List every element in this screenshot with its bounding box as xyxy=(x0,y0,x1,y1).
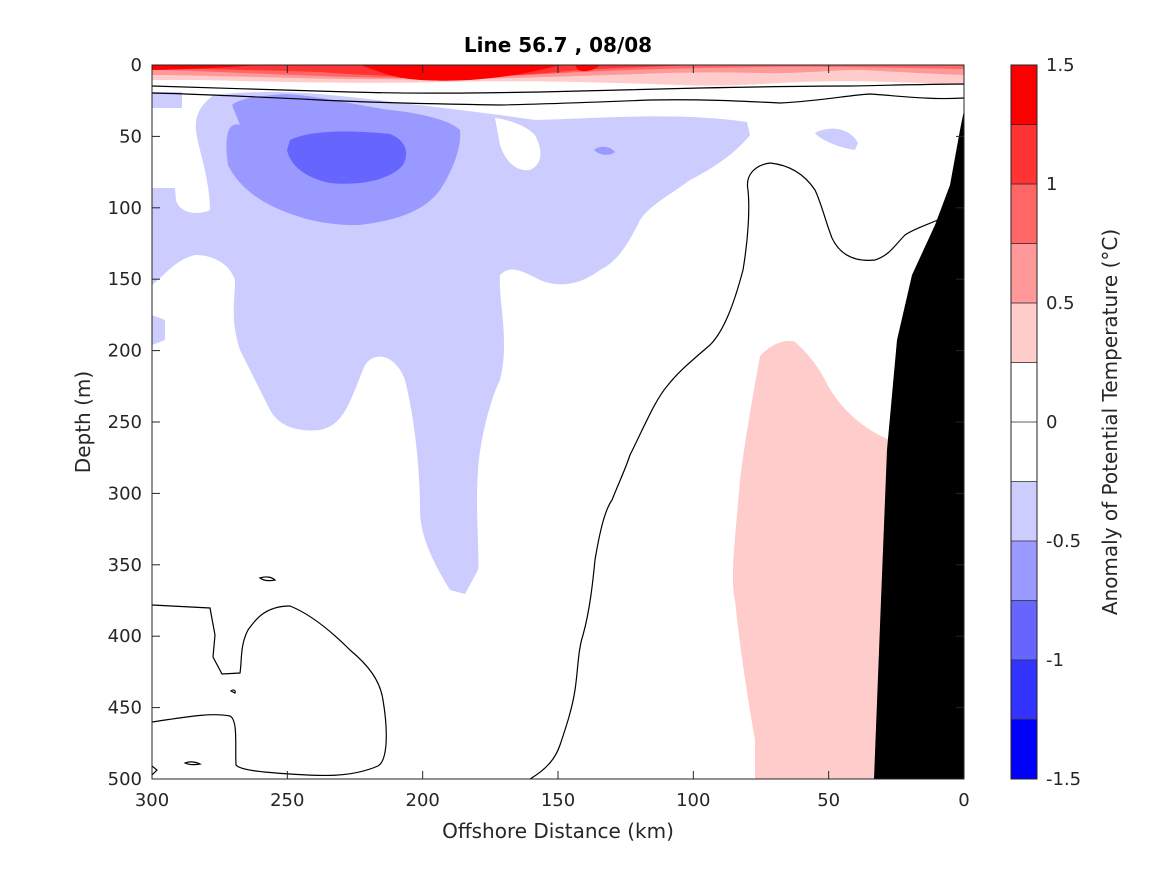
chart-title: Line 56.7 , 08/08 xyxy=(464,33,652,57)
colorbar: 1.5 1 0.5 0 -0.5 -1 -1.5 Anomaly of Pote… xyxy=(1010,55,1122,790)
white-pocket xyxy=(495,118,541,171)
y-tick-label: 150 xyxy=(108,269,142,290)
zero-contour-small-1 xyxy=(258,576,277,582)
y-tick-label: 450 xyxy=(108,698,142,719)
y-tick-label: 50 xyxy=(119,126,142,147)
colorbar-segment xyxy=(1011,362,1037,423)
y-tick-label: 350 xyxy=(108,555,142,576)
zero-contours xyxy=(152,83,964,779)
x-axis: 300 250 200 150 100 50 0 Offshore Distan… xyxy=(135,790,970,843)
colorbar-segment xyxy=(1011,65,1037,125)
surface-warm-1.25 xyxy=(152,65,600,81)
axis-ticks xyxy=(151,64,965,780)
y-tick-label: 250 xyxy=(108,412,142,433)
y-tick-label: 400 xyxy=(108,626,142,647)
colorbar-frame xyxy=(1010,64,1038,780)
zero-contour-surface-upper xyxy=(152,83,964,94)
x-tick-label: 150 xyxy=(541,790,575,811)
x-axis-label: Offshore Distance (km) xyxy=(442,819,674,843)
colorbar-segment xyxy=(1011,541,1037,601)
colorbar-segment xyxy=(1011,481,1037,542)
y-tick-label: 300 xyxy=(108,483,142,504)
colorbar-tick-label: 1.5 xyxy=(1046,55,1075,76)
colorbar-segment xyxy=(1011,719,1037,780)
zero-contour-nearshore xyxy=(529,162,943,779)
zero-contour-small-4 xyxy=(152,765,158,776)
y-axis: 0 50 100 150 200 250 300 350 400 450 500… xyxy=(71,55,142,790)
colorbar-tick-label: 0.5 xyxy=(1046,293,1075,314)
y-tick-label: 200 xyxy=(108,341,142,362)
nearshore-warm-0.25 xyxy=(732,340,890,779)
x-tick-label: 100 xyxy=(676,790,710,811)
y-tick-label: 100 xyxy=(108,198,142,219)
colorbar-tick-label: -1.5 xyxy=(1046,769,1081,790)
x-tick-label: 250 xyxy=(270,790,304,811)
zero-contour-small-2 xyxy=(229,689,236,694)
colorbar-label: Anomaly of Potential Temperature (°C) xyxy=(1098,229,1122,615)
x-tick-label: 200 xyxy=(406,790,440,811)
y-tick-label: 0 xyxy=(131,55,142,76)
colorbar-segment xyxy=(1011,600,1037,661)
colorbar-tick-label: 0 xyxy=(1046,412,1057,433)
contour-fill xyxy=(152,65,964,779)
zero-contour-offshore xyxy=(152,604,387,777)
colorbar-tick-label: -1 xyxy=(1046,650,1064,671)
x-tick-label: 50 xyxy=(817,790,840,811)
colorbar-segments xyxy=(1011,65,1037,780)
colorbar-segment xyxy=(1011,303,1037,363)
y-axis-label: Depth (m) xyxy=(71,371,95,473)
x-tick-label: 300 xyxy=(135,790,169,811)
y-tick-label: 500 xyxy=(108,769,142,790)
cold-anomaly-0.75 xyxy=(287,131,407,184)
colorbar-segment xyxy=(1011,184,1037,244)
colorbar-segment xyxy=(1011,422,1037,482)
colorbar-segment xyxy=(1011,124,1037,185)
colorbar-segment xyxy=(1011,660,1037,720)
colorbar-tick-label: -0.5 xyxy=(1046,531,1081,552)
colorbar-segment xyxy=(1011,243,1037,304)
cold-anomaly-0.5-small xyxy=(594,146,615,155)
x-tick-label: 0 xyxy=(958,790,969,811)
bathymetry xyxy=(874,110,964,779)
colorbar-tick-label: 1 xyxy=(1046,174,1057,195)
cold-anomaly-0.25-small xyxy=(815,128,858,150)
zero-contour-small-3 xyxy=(183,761,202,766)
plot-area xyxy=(151,64,965,780)
zero-contour-surface-lower xyxy=(152,92,964,106)
